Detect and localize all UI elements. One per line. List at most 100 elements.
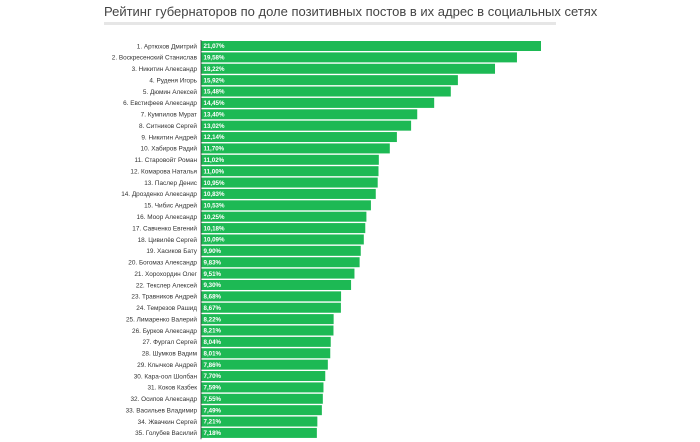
value-label: 9,30%	[204, 282, 222, 289]
chart-title: Рейтинг губернаторов по доле позитивных …	[104, 4, 598, 19]
bar	[201, 41, 541, 51]
category-label: 6. Евстифеев Александр	[123, 100, 197, 107]
category-label: 3. Никитин Александр	[132, 66, 198, 73]
bar	[201, 416, 318, 427]
bar	[201, 75, 458, 86]
category-label: 23. Травников Андрей	[131, 293, 197, 301]
value-label: 8,21%	[204, 328, 222, 335]
value-label: 7,49%	[204, 407, 222, 414]
value-label: 8,22%	[204, 316, 222, 323]
category-label: 21. Хорохордин Олег	[134, 271, 197, 278]
bar	[201, 211, 367, 222]
bar	[201, 268, 355, 279]
bar	[201, 188, 376, 199]
category-label: 24. Темрезов Рашид	[136, 305, 197, 312]
bar	[201, 154, 379, 165]
value-label: 10,83%	[204, 191, 225, 198]
value-label: 9,90%	[204, 248, 222, 255]
bar	[201, 427, 317, 438]
value-label: 15,92%	[204, 77, 225, 84]
category-label: 5. Дюмин Алексей	[143, 88, 198, 96]
bar	[201, 132, 397, 143]
bar	[201, 291, 342, 302]
bar	[201, 382, 324, 393]
category-label: 34. Жвачкин Сергей	[138, 418, 198, 426]
value-label: 10,25%	[204, 214, 225, 221]
bar	[201, 177, 378, 188]
category-label: 12. Комарова Наталья	[130, 168, 197, 175]
category-label: 13. Паслер Денис	[144, 180, 198, 187]
value-label: 11,02%	[204, 157, 225, 164]
value-label: 11,00%	[204, 168, 225, 175]
category-label: 7. Кумпилов Мурат	[141, 112, 197, 119]
bar	[201, 97, 435, 108]
category-label: 4. Руденя Игорь	[149, 77, 197, 84]
value-label: 7,86%	[204, 362, 222, 369]
bar	[201, 371, 326, 382]
category-label: 16. Моор Александр	[137, 214, 198, 221]
bar	[201, 314, 334, 325]
bar	[201, 234, 364, 245]
category-label: 26. Бурков Александр	[132, 328, 197, 335]
value-label: 9,51%	[204, 271, 222, 278]
value-label: 19,58%	[204, 55, 225, 62]
value-label: 21,07%	[204, 43, 225, 50]
bar	[201, 143, 390, 154]
bar	[201, 359, 328, 370]
bar	[201, 86, 451, 97]
category-label: 9. Никитин Андрей	[141, 133, 197, 141]
category-label: 35. Голубев Василий	[135, 429, 197, 437]
category-label: 28. Шумков Вадим	[142, 351, 197, 358]
category-label: 18. Цивилёв Сергей	[138, 236, 198, 244]
bar	[201, 63, 496, 74]
category-label: 29. Клычков Андрей	[137, 361, 197, 369]
bar	[201, 279, 352, 290]
value-label: 8,01%	[204, 350, 222, 357]
category-label: 1. Артюхов Дмитрий	[137, 42, 198, 50]
value-label: 18,22%	[204, 66, 225, 73]
bar	[201, 325, 334, 336]
value-label: 7,59%	[204, 385, 222, 392]
category-label: 31. Коков Казбек	[147, 384, 197, 392]
bar	[201, 393, 323, 404]
value-label: 10,95%	[204, 180, 225, 187]
value-label: 8,67%	[204, 305, 222, 312]
category-label: 25. Лимаренко Валерий	[126, 315, 197, 323]
value-label: 15,48%	[204, 89, 225, 96]
category-label: 10. Хабиров Радий	[141, 145, 198, 153]
category-label: 33. Васильев Владимир	[126, 407, 198, 414]
bar	[201, 348, 331, 359]
bar	[201, 223, 366, 234]
category-label: 2. Воскресенский Станислав	[112, 54, 198, 62]
value-label: 13,02%	[204, 123, 225, 130]
bar	[201, 200, 371, 211]
value-label: 14,45%	[204, 100, 225, 107]
bar	[201, 257, 360, 268]
value-label: 10,09%	[204, 237, 225, 244]
bar	[201, 166, 379, 177]
value-label: 9,83%	[204, 259, 222, 266]
bar	[201, 302, 341, 313]
category-label: 20. Богомаз Александр	[128, 260, 197, 267]
category-label: 22. Текслер Алексей	[136, 281, 198, 289]
value-label: 7,70%	[204, 373, 222, 380]
category-label: 30. Кара-оол Шолбан	[134, 372, 198, 380]
value-label: 7,55%	[204, 396, 222, 403]
value-label: 11,70%	[204, 146, 225, 153]
category-label: 15. Чибис Андрей	[144, 202, 197, 210]
bar	[201, 336, 331, 347]
bar	[201, 109, 418, 120]
category-label: 19. Хасиков Бату	[146, 248, 197, 255]
title-underline	[104, 22, 556, 25]
value-label: 13,40%	[204, 111, 225, 118]
value-label: 8,04%	[204, 339, 222, 346]
bar	[201, 120, 412, 131]
category-label: 32. Осипов Александр	[130, 396, 197, 403]
category-label: 8. Ситников Сергей	[139, 122, 197, 130]
value-label: 12,14%	[204, 134, 225, 141]
category-label: 17. Савченко Евгений	[132, 224, 197, 232]
value-label: 10,53%	[204, 203, 225, 210]
bar	[201, 245, 361, 256]
category-label: 14. Дрозденко Александр	[121, 191, 197, 198]
